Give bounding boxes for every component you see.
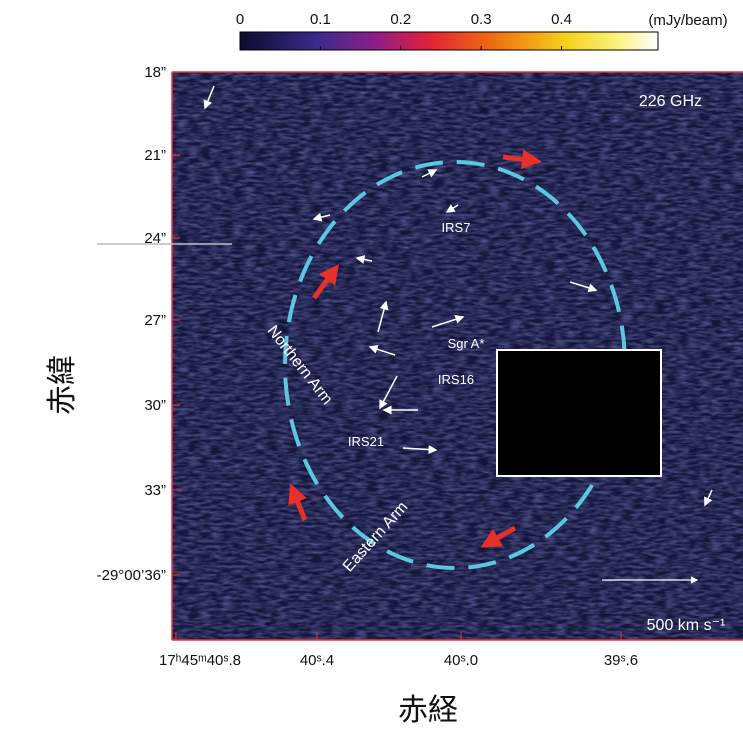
colorbar-tick-label: 0.3 [471, 11, 492, 28]
colorbar-tick-label: 0.4 [551, 11, 572, 28]
x-tick-label: 39ˢ.6 [604, 652, 638, 669]
y-axis-label: 赤緯 [46, 355, 79, 415]
y-tick-label: 30” [144, 397, 166, 414]
page: {"colorbar": {"ticks": [0, 0.1, 0.2, 0.3… [0, 0, 743, 731]
mask-box [497, 350, 661, 476]
y-tick-label: 18” [144, 64, 166, 81]
scale-bar-label: 500 km s⁻¹ [647, 617, 726, 634]
source-label: Sgr A* [448, 336, 485, 351]
colorbar-tick-label: 0.2 [390, 11, 411, 28]
colorbar-tick-label: 0.1 [310, 11, 331, 28]
colorbar-tick-label: 0 [236, 11, 244, 28]
x-tick-label: 40ˢ.4 [300, 652, 334, 669]
x-tick-label: 17ʰ45ᵐ40ˢ.8 [159, 652, 241, 669]
source-label: IRS16 [438, 372, 474, 387]
x-axis-label: 赤経 [398, 694, 458, 727]
y-tick-label: -29°00’36” [97, 567, 166, 584]
x-tick-label: 40ˢ.0 [444, 652, 478, 669]
figure: 0 0.1 0.2 0.3 0.4 (mJy/beam) 226 GHz IRS7 Sg… [0, 0, 743, 731]
y-tick-label: 27” [144, 312, 166, 329]
frequency-label: 226 GHz [639, 93, 702, 110]
y-tick-label: 33” [144, 482, 166, 499]
colorbar-unit: (mJy/beam) [648, 12, 727, 29]
source-label: IRS7 [442, 220, 471, 235]
y-tick-label: 21” [144, 147, 166, 164]
colorbar [240, 32, 658, 50]
source-label: IRS21 [348, 434, 384, 449]
